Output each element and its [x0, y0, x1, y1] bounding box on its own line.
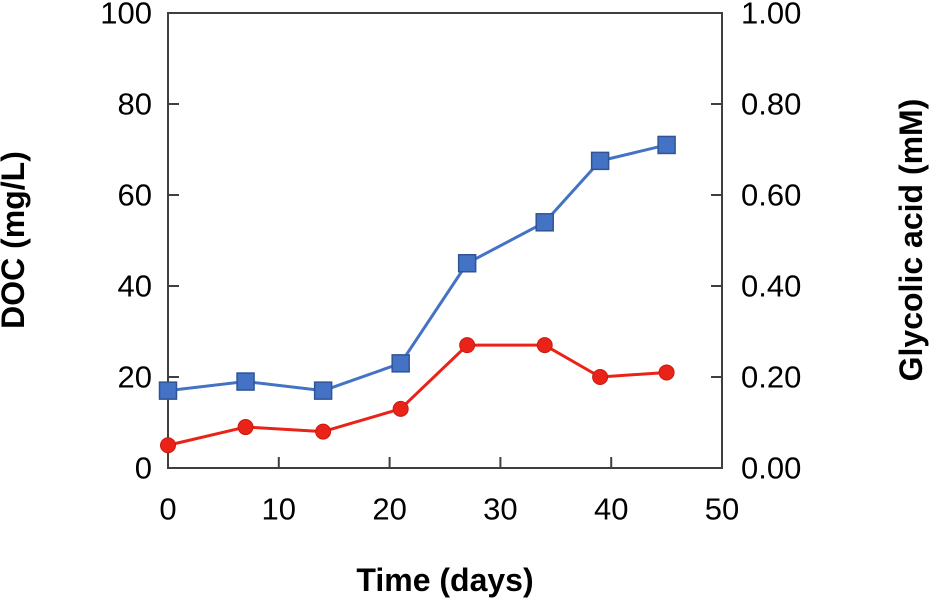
- doc-series-line: [166, 143, 669, 393]
- y-right-axis-title: Glycolic acid (mM): [893, 99, 929, 382]
- axis-ticks: [167, 12, 723, 469]
- x-tick-label: 20: [372, 492, 406, 527]
- y-right-tick-label: 0.20: [741, 360, 801, 395]
- y-left-tick-label: 80: [118, 87, 152, 122]
- glycolic-circle-marker: [658, 364, 675, 381]
- y-left-tick-label: 60: [118, 178, 152, 213]
- y-right-tick-label: 0.00: [741, 451, 801, 486]
- y-left-tick-label: 20: [118, 360, 152, 395]
- y-right-tick-label: 0.60: [741, 178, 801, 213]
- doc-square-marker: [457, 254, 477, 273]
- doc-square-marker: [313, 381, 333, 400]
- glycolic-circle-marker: [315, 423, 332, 440]
- doc-square-marker: [590, 151, 610, 171]
- y-left-tick-label: 100: [100, 0, 152, 31]
- y-right-tick-label: 0.80: [741, 87, 801, 122]
- glycolic-series-line: [166, 343, 669, 447]
- y-right-tick-label: 1.00: [741, 0, 801, 31]
- glycolic-circle-marker: [237, 419, 254, 436]
- x-tick-label: 50: [705, 492, 739, 527]
- doc-square-marker: [657, 135, 676, 155]
- x-tick-label: 30: [483, 492, 517, 527]
- doc-square-marker: [236, 372, 255, 391]
- x-tick-label: 40: [594, 492, 628, 527]
- y-left-tick-label: 0: [135, 451, 152, 486]
- y-right-tick-label: 0.40: [741, 269, 801, 304]
- data-series: [158, 135, 676, 454]
- glycolic-circle-marker: [392, 400, 409, 417]
- axis-tick-labels: 0 20 40 60 80 100 0.00 0.20 0.40 0.60 0.80 1.00 0 10 2…: [100, 0, 801, 527]
- plot-area: [167, 12, 723, 469]
- doc-square-marker: [158, 381, 178, 400]
- glycolic-circle-marker: [592, 369, 609, 385]
- y-left-tick-label: 40: [118, 269, 152, 304]
- y-left-axis-title: DOC (mg/L): [0, 151, 31, 329]
- x-tick-label: 10: [262, 492, 296, 527]
- doc-square-marker: [535, 213, 554, 232]
- x-tick-label: 0: [159, 492, 176, 527]
- glycolic-circle-marker: [459, 337, 476, 354]
- glycolic-circle-marker: [536, 337, 553, 354]
- x-axis-title: Time (days): [356, 562, 533, 598]
- doc-square-marker: [391, 354, 410, 373]
- glycolic-circle-marker: [160, 437, 176, 454]
